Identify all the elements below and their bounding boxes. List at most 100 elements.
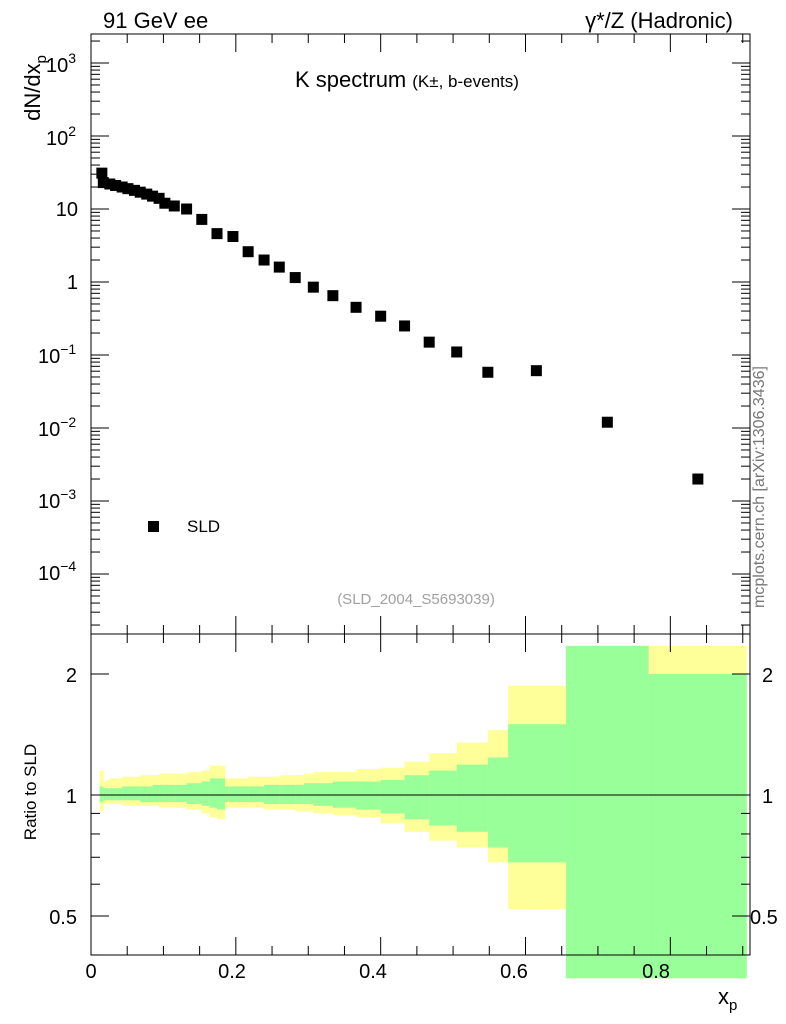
data-point [258,254,270,266]
header-left-label: 91 GeV ee [103,8,208,33]
y-tick-1em4: 10−4 [38,558,76,585]
ratio-inner-band-bin [103,788,107,801]
data-point [104,178,116,190]
ratio-inner-band-bin [648,673,747,979]
data-point [116,181,128,193]
ratio-inner-band-bin [159,784,166,803]
ratio-inner-band-bin [106,788,111,801]
y-tick-1em2-base: 10 [38,419,60,441]
ratio-inner-band-bin [174,784,187,803]
ratio-inner-band-bin [201,781,211,806]
ratio-inner-band-bin [566,645,650,979]
legend: SLD [148,517,220,536]
y-tick-1: 1 [67,272,78,294]
x-axis-label-sub: p [729,997,737,1014]
y-tick-1em3-base: 10 [38,491,60,513]
ratio-inner-band-bin [186,783,203,804]
y-tick-1e2: 102 [46,123,76,150]
y-tick-1em1-exp: −1 [60,341,76,357]
ratio-inner-band-bin [134,786,141,801]
data-point [423,336,435,348]
data-point [97,177,109,189]
data-point [147,190,159,202]
y-axis-label-sub: p [33,55,50,63]
y-tick-labels: 103 102 10 1 10−1 10−2 10−3 10−4 [38,50,78,585]
x-tick-labels: 0 0.2 0.4 0.6 0.8 [85,961,669,983]
data-point [399,320,411,332]
ratio-y-tick-2-right: 2 [762,665,773,687]
ratio-inner-band-bin [313,783,334,806]
y-tick-1em4-base: 10 [38,563,60,585]
plot-title: K spectrum (K±, b-events) [295,67,519,92]
ratio-y-tick-labels: 2 1 0.5 2 1 0.5 [49,665,778,929]
data-points [96,167,704,485]
data-point [327,290,339,302]
ratio-inner-band-bin [140,786,148,803]
data-point [159,197,171,209]
data-point [482,366,494,378]
data-point [122,183,134,195]
ratio-inner-band-bin [209,778,218,808]
data-point [110,179,122,191]
ratio-y-tick-05-left: 0.5 [49,907,77,929]
plot-title-main: K spectrum [295,67,406,92]
data-point [141,188,153,200]
x-axis-label: xp [718,984,737,1014]
y-axis-label: dN/dxp [20,55,50,121]
y-tick-1e2-base: 10 [46,128,68,150]
x-tick-08: 0.8 [642,961,670,983]
data-point [692,473,704,485]
data-point [289,272,301,284]
data-point [168,200,180,212]
ratio-inner-band-bin [429,770,458,826]
data-point [196,213,208,225]
data-point [350,301,362,313]
ratio-inner-band-bin [264,784,280,804]
ratio-inner-band-bin [303,783,314,804]
ratio-y-axis-label: Ratio to SLD [21,744,40,840]
x-tick-06: 0.6 [500,961,528,983]
data-point [242,246,254,258]
y-tick-10: 10 [56,199,78,221]
x-tick-02: 0.2 [218,961,246,983]
x-tick-04: 0.4 [359,961,387,983]
axis-ticks [90,34,750,956]
ratio-inner-band-bin [248,786,265,803]
ratio-inner-band-bin [146,786,153,803]
data-point [273,261,285,273]
y-tick-1em4-exp: −4 [60,558,76,574]
ratio-inner-band-bin [115,788,123,801]
ratio-y-tick-1-left: 1 [66,786,77,808]
ratio-inner-band-bin [217,778,226,810]
ratio-inner-band-bin [122,786,129,801]
data-point [211,228,223,240]
ratio-inner-band-bin [109,788,117,801]
ratio-inner-band-bin [127,786,135,801]
ratio-inner-band-bin [224,786,234,803]
y-tick-1e3: 103 [46,50,76,77]
ratio-inner-band-bin [232,786,249,803]
y-axis-label-main: dN/dx [20,63,45,120]
y-tick-1em3-exp: −3 [60,486,76,502]
y-tick-1em3: 10−3 [38,486,76,513]
data-point [96,167,108,179]
ratio-inner-band-bin [404,775,430,820]
analysis-watermark: (SLD_2004_S5693039) [337,591,495,608]
ratio-y-tick-1-right: 1 [762,786,773,808]
ratio-inner-band-bin [99,786,104,803]
header-right-label: γ*/Z (Hadronic) [585,8,733,33]
legend-marker [148,521,159,532]
data-point [307,281,319,293]
main-plot-frame [90,33,751,635]
y-tick-1e3-exp: 3 [68,50,76,66]
ratio-inner-band-bin [487,757,509,848]
y-tick-1em2: 10−2 [38,414,76,441]
ratio-inner-band-bin [164,784,175,803]
y-tick-1em2-exp: −2 [60,414,76,430]
legend-label: SLD [187,517,220,536]
y-tick-1e2-exp: 2 [68,123,76,139]
data-point [530,365,542,377]
x-axis-label-main: x [718,984,729,1009]
ratio-y-tick-2-left: 2 [66,665,77,687]
